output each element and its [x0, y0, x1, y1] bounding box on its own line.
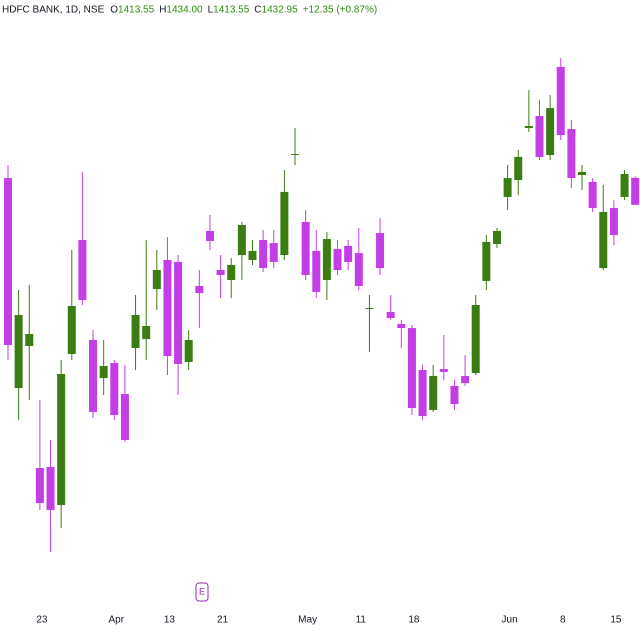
- candle-body: [376, 233, 385, 269]
- ohlc-value: 1413.55: [118, 5, 155, 16]
- candle-body: [120, 394, 129, 440]
- candle-body: [492, 230, 501, 245]
- x-tick-label: 8: [560, 615, 566, 626]
- candle-body: [237, 225, 246, 255]
- candle-body: [174, 261, 183, 365]
- x-tick-label: 15: [610, 615, 622, 626]
- candle-body: [291, 154, 300, 156]
- candle-body: [89, 340, 98, 412]
- candle-body: [131, 315, 140, 349]
- candle-body: [344, 245, 353, 262]
- x-tick-label: 11: [356, 615, 367, 626]
- change-value: +12.35 (+0.87%): [303, 5, 378, 16]
- candle-body: [397, 324, 406, 329]
- candle-body: [248, 250, 257, 260]
- candle-body: [4, 178, 12, 345]
- candle-body: [78, 240, 87, 300]
- candle-body: [333, 249, 342, 270]
- x-tick-label: Jun: [502, 615, 518, 626]
- header: HDFC BANK, 1D, NSE O 1413.55 H 1434.00 L 1413…: [2, 5, 377, 16]
- candle-body: [322, 239, 331, 280]
- candle-body: [14, 315, 23, 389]
- candle-body: [259, 240, 268, 269]
- candle-body: [567, 129, 576, 179]
- candle-body: [450, 385, 459, 405]
- candle-body: [227, 265, 236, 280]
- ohlc-value: 1434.00: [166, 5, 203, 16]
- event-badge: [195, 582, 209, 602]
- x-tick-label: May: [298, 615, 317, 626]
- event-label: E: [199, 586, 205, 596]
- candle-body: [578, 171, 587, 175]
- candle-body: [461, 375, 470, 384]
- candle-body: [514, 156, 523, 180]
- candle-body: [46, 466, 55, 510]
- ohlc-key: C: [254, 5, 261, 16]
- candle-body: [152, 270, 161, 290]
- candle-body: [609, 208, 618, 235]
- candle-body: [620, 174, 629, 197]
- candle-body: [535, 115, 544, 157]
- candle-body: [99, 365, 108, 379]
- candle-body: [354, 253, 363, 286]
- x-tick-label: 13: [164, 615, 176, 626]
- candle-body: [482, 241, 491, 281]
- candle-body: [269, 243, 278, 262]
- candle-body: [418, 370, 427, 416]
- x-tick-label: 18: [408, 615, 420, 626]
- candle-body: [184, 340, 193, 362]
- x-tick-label: 23: [36, 615, 48, 626]
- candle-body: [142, 325, 151, 340]
- candle-body: [429, 375, 438, 410]
- candle-body: [503, 178, 512, 197]
- candle-body: [312, 250, 321, 292]
- candle-body: [280, 191, 289, 255]
- x-tick-label: 21: [217, 615, 229, 626]
- event-marker: E: [195, 582, 209, 602]
- candle-body: [471, 305, 480, 374]
- candle-body: [57, 374, 66, 505]
- candle-body: [301, 221, 310, 275]
- candle-body: [631, 177, 640, 205]
- candle-body: [599, 211, 608, 269]
- candle-body: [524, 125, 533, 129]
- candle-body: [588, 181, 597, 209]
- ohlc-value: 1432.95: [262, 5, 299, 16]
- ohlc-key: H: [159, 5, 166, 16]
- candle-body: [546, 108, 555, 155]
- candle-body: [556, 66, 565, 135]
- candle-body: [439, 369, 448, 372]
- candle-body: [163, 260, 172, 356]
- candle-body: [407, 328, 416, 409]
- ohlc-key: O: [110, 5, 118, 16]
- candle-body: [205, 230, 214, 241]
- symbol-title: HDFC BANK, 1D, NSE: [2, 5, 105, 16]
- candle-body: [110, 363, 119, 415]
- candle-body: [35, 468, 44, 504]
- candle-body: [195, 285, 204, 294]
- candle-body: [25, 334, 34, 346]
- candle-body: [216, 270, 225, 275]
- ohlc-value: 1413.55: [213, 5, 250, 16]
- ohlc-key: L: [208, 5, 214, 16]
- candle-body: [67, 305, 76, 355]
- candle-body: [386, 311, 395, 319]
- x-tick-label: Apr: [109, 615, 125, 626]
- candle-body: [365, 308, 374, 310]
